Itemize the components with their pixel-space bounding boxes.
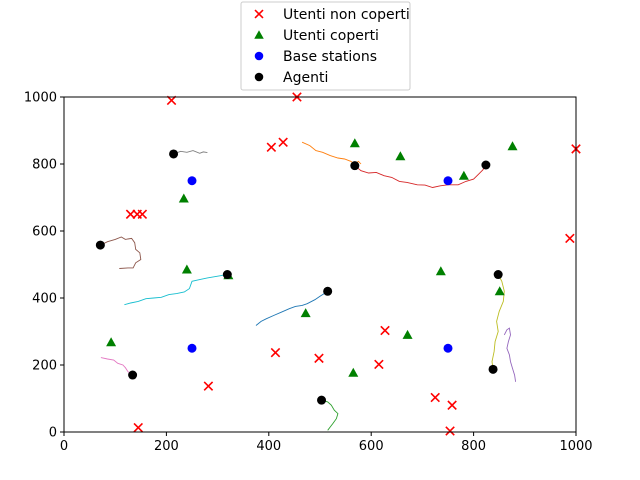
- utenti-coperti-point-2: [507, 141, 518, 151]
- agenti-point-4: [222, 270, 232, 280]
- x-tick-label-200: 200: [154, 439, 179, 454]
- utenti-non-coperti-point-9: [380, 325, 390, 336]
- legend-marker-utenti-coperti: [254, 30, 264, 39]
- agenti-point-8: [488, 364, 498, 374]
- x-tick-label-800: 800: [461, 439, 486, 454]
- utenti-coperti-point-12: [348, 367, 359, 377]
- legend: Utenti non coperti Utenti coperti Base sta…: [240, 1, 411, 91]
- utenti-coperti-point-4: [178, 193, 189, 203]
- legend-marker-agenti: [254, 72, 264, 82]
- trajectories: [100, 141, 517, 431]
- agenti-point-7: [128, 370, 138, 380]
- y-tick-label-1000: 1000: [24, 91, 57, 106]
- utenti-non-coperti-point-7: [137, 209, 148, 220]
- plot-frame: [63, 96, 577, 433]
- legend-label-utenti-non-coperti: Utenti non coperti: [283, 7, 410, 23]
- utenti-coperti-point-8: [494, 286, 505, 296]
- trajectory-line-3: [100, 236, 142, 269]
- markers: [95, 92, 581, 436]
- x-tick-label-400: 400: [256, 439, 281, 454]
- agenti-point-5: [323, 286, 333, 296]
- base-stations-point-0: [187, 176, 197, 186]
- utenti-coperti-point-11: [106, 337, 117, 347]
- base-stations-point-1: [443, 176, 453, 186]
- y-tick-label-0: 0: [49, 426, 57, 441]
- trajectory-line-8: [100, 357, 133, 376]
- agenti-point-2: [481, 160, 491, 170]
- utenti-non-coperti-point-13: [203, 381, 214, 391]
- utenti-non-coperti-point-4: [278, 137, 288, 147]
- y-tick-label-800: 800: [32, 158, 57, 173]
- utenti-coperti-point-0: [349, 138, 360, 148]
- x-tick-label-1000: 1000: [559, 439, 592, 454]
- legend-box: [240, 1, 411, 91]
- trajectory-line-6: [491, 274, 505, 370]
- utenti-non-coperti-point-11: [314, 353, 324, 364]
- legend-marker-utenti-non-coperti: [254, 9, 264, 19]
- trajectory-line-9: [321, 399, 339, 431]
- utenti-coperti-point-3: [458, 170, 469, 180]
- trajectory-line-2: [354, 164, 487, 188]
- trajectory-line-0: [173, 150, 208, 155]
- utenti-non-coperti-point-14: [430, 392, 440, 403]
- utenti-coperti-point-1: [395, 151, 406, 161]
- base-stations-point-3: [443, 343, 453, 353]
- utenti-non-coperti-point-16: [133, 422, 144, 433]
- legend-label-agenti: Agenti: [283, 70, 328, 86]
- y-tick-label-400: 400: [32, 292, 57, 307]
- x-tick-label-0: 0: [60, 439, 68, 454]
- utenti-non-coperti-point-3: [266, 142, 277, 153]
- utenti-coperti-point-9: [300, 308, 311, 318]
- legend-marker-base-stations: [254, 51, 264, 61]
- utenti-coperti-point-5: [181, 264, 192, 274]
- trajectory-line-4: [124, 274, 228, 306]
- utenti-non-coperti-point-10: [270, 347, 281, 358]
- agenti-point-1: [350, 161, 360, 171]
- utenti-non-coperti-point-0: [166, 95, 177, 106]
- utenti-non-coperti-point-8: [565, 233, 575, 244]
- utenti-non-coperti-point-12: [374, 359, 384, 370]
- agenti-point-3: [95, 240, 105, 250]
- base-stations-point-2: [187, 343, 197, 353]
- y-tick-label-200: 200: [32, 359, 57, 374]
- agenti-point-0: [169, 149, 179, 159]
- y-tick-label-600: 600: [32, 225, 57, 240]
- utenti-non-coperti-point-15: [447, 400, 457, 410]
- utenti-coperti-point-7: [435, 266, 446, 276]
- legend-label-utenti-coperti: Utenti coperti: [283, 28, 379, 44]
- axis-ticks: 0 200 400 600 800 1000 0 200 400 600 800 1000: [24, 91, 593, 455]
- trajectory-line-7: [503, 327, 517, 382]
- x-tick-label-600: 600: [359, 439, 384, 454]
- utenti-coperti-point-10: [402, 329, 413, 339]
- agenti-point-6: [493, 270, 503, 280]
- trajectory-line-5: [255, 290, 328, 326]
- utenti-non-coperti-point-17: [445, 426, 455, 436]
- agenti-point-9: [317, 395, 327, 405]
- legend-label-base-stations: Base stations: [283, 49, 377, 65]
